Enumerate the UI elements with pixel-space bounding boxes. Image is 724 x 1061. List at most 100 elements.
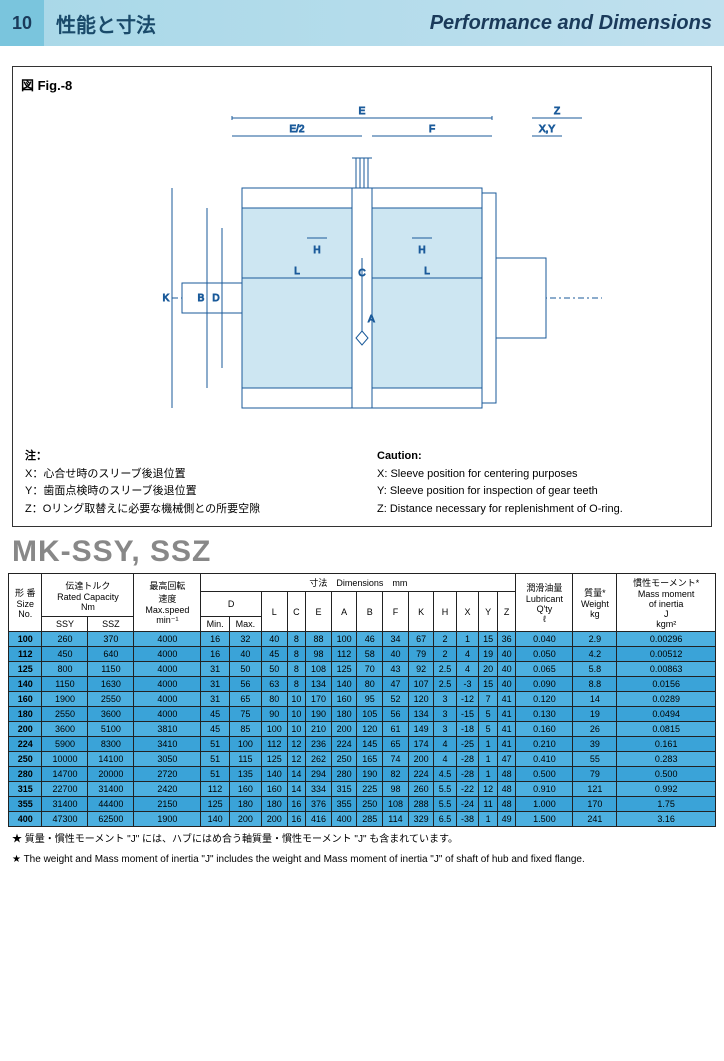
table-cell: 0.040 — [516, 632, 573, 647]
table-cell: 112 — [261, 737, 287, 752]
table-cell: 44400 — [88, 797, 134, 812]
table-cell: 52 — [383, 692, 409, 707]
table-cell: 135 — [229, 767, 261, 782]
table-cell: 34 — [383, 632, 409, 647]
th-E: E — [306, 592, 332, 632]
table-cell: 416 — [306, 812, 332, 827]
note-en-x: X: Sleeve position for centering purpose… — [377, 466, 699, 484]
table-cell: 95 — [357, 692, 383, 707]
table-cell: 12 — [287, 752, 306, 767]
table-cell: 160 — [331, 692, 357, 707]
table-cell: 100 — [229, 737, 261, 752]
table-cell: 5.8 — [573, 662, 617, 677]
table-cell: 31400 — [88, 782, 134, 797]
table-cell: 134 — [408, 707, 434, 722]
table-cell: 115 — [229, 752, 261, 767]
table-cell: 280 — [9, 767, 42, 782]
table-cell: 355 — [9, 797, 42, 812]
note-en-z: Z: Distance necessary for replenishment … — [377, 501, 699, 519]
table-cell: 640 — [88, 647, 134, 662]
table-cell: 120 — [408, 692, 434, 707]
table-cell: 180 — [9, 707, 42, 722]
table-cell: 0.161 — [617, 737, 716, 752]
figure-label: 図 Fig.-8 — [21, 75, 703, 94]
table-cell: 210 — [306, 722, 332, 737]
table-cell: 7 — [479, 692, 498, 707]
table-cell: 2.5 — [434, 662, 456, 677]
th-inertia: 慣性モーメント* Mass moment of inertia J kgm² — [617, 574, 716, 632]
table-cell: 180 — [331, 707, 357, 722]
table-cell: 125 — [261, 752, 287, 767]
table-cell: 125 — [9, 662, 42, 677]
table-cell: 8 — [287, 677, 306, 692]
table-cell: 12 — [479, 782, 498, 797]
table-cell: 92 — [408, 662, 434, 677]
figure-box: 図 Fig.-8 E E/2 F Z X,Y — [12, 66, 712, 527]
table-cell: -18 — [456, 722, 479, 737]
svg-text:L: L — [424, 266, 430, 277]
table-cell: -22 — [456, 782, 479, 797]
table-cell: 1150 — [88, 662, 134, 677]
table-cell: 67 — [408, 632, 434, 647]
table-cell: 32 — [229, 632, 261, 647]
table-cell: 6.5 — [434, 812, 456, 827]
table-cell: 329 — [408, 812, 434, 827]
th-weight: 質量* Weight kg — [573, 574, 617, 632]
table-cell: 241 — [573, 812, 617, 827]
table-cell: 1 — [456, 632, 479, 647]
table-cell: 0.050 — [516, 647, 573, 662]
table-row: 3553140044400215012518018016376355250108… — [9, 797, 716, 812]
th-F: F — [383, 592, 409, 632]
table-cell: 41 — [497, 692, 516, 707]
table-cell: 3410 — [134, 737, 201, 752]
table-cell: 108 — [383, 797, 409, 812]
table-cell: 16 — [287, 812, 306, 827]
table-cell: 0.500 — [617, 767, 716, 782]
table-cell: 43 — [383, 662, 409, 677]
table-cell: 190 — [357, 767, 383, 782]
table-cell: 114 — [383, 812, 409, 827]
table-cell: 1.000 — [516, 797, 573, 812]
table-cell: 5100 — [88, 722, 134, 737]
table-cell: 10 — [287, 707, 306, 722]
table-cell: 50 — [261, 662, 287, 677]
table-cell: 4000 — [134, 707, 201, 722]
table-cell: 20000 — [88, 767, 134, 782]
svg-text:H: H — [418, 245, 425, 256]
table-cell: 40 — [497, 677, 516, 692]
table-cell: 1150 — [42, 677, 88, 692]
table-cell: 140 — [9, 677, 42, 692]
table-cell: 165 — [357, 752, 383, 767]
table-cell: 107 — [408, 677, 434, 692]
table-cell: 80 — [261, 692, 287, 707]
table-cell: 1.500 — [516, 812, 573, 827]
svg-text:Z: Z — [554, 106, 560, 117]
table-cell: 140 — [201, 812, 230, 827]
table-cell: 4 — [434, 737, 456, 752]
table-cell: -28 — [456, 752, 479, 767]
table-cell: 85 — [229, 722, 261, 737]
table-cell: 14100 — [88, 752, 134, 767]
table-cell: -12 — [456, 692, 479, 707]
table-cell: 31 — [201, 662, 230, 677]
table-cell: 125 — [201, 797, 230, 812]
table-cell: 294 — [306, 767, 332, 782]
table-cell: 63 — [261, 677, 287, 692]
table-cell: 288 — [408, 797, 434, 812]
table-cell: 112 — [201, 782, 230, 797]
table-row: 140115016304000315663813414080471072.5-3… — [9, 677, 716, 692]
table-cell: 180 — [229, 797, 261, 812]
table-cell: 65 — [229, 692, 261, 707]
table-cell: 2420 — [134, 782, 201, 797]
th-X: X — [456, 592, 479, 632]
table-cell: 200 — [408, 752, 434, 767]
table-cell: 0.120 — [516, 692, 573, 707]
table-cell: 14 — [287, 782, 306, 797]
table-cell: 10 — [287, 692, 306, 707]
th-rated: 伝達トルク Rated Capacity Nm — [42, 574, 134, 617]
table-cell: 74 — [383, 752, 409, 767]
table-row: 4004730062500190014020020016416400285114… — [9, 812, 716, 827]
table-cell: 14 — [287, 767, 306, 782]
table-cell: 105 — [357, 707, 383, 722]
table-cell: 250 — [9, 752, 42, 767]
